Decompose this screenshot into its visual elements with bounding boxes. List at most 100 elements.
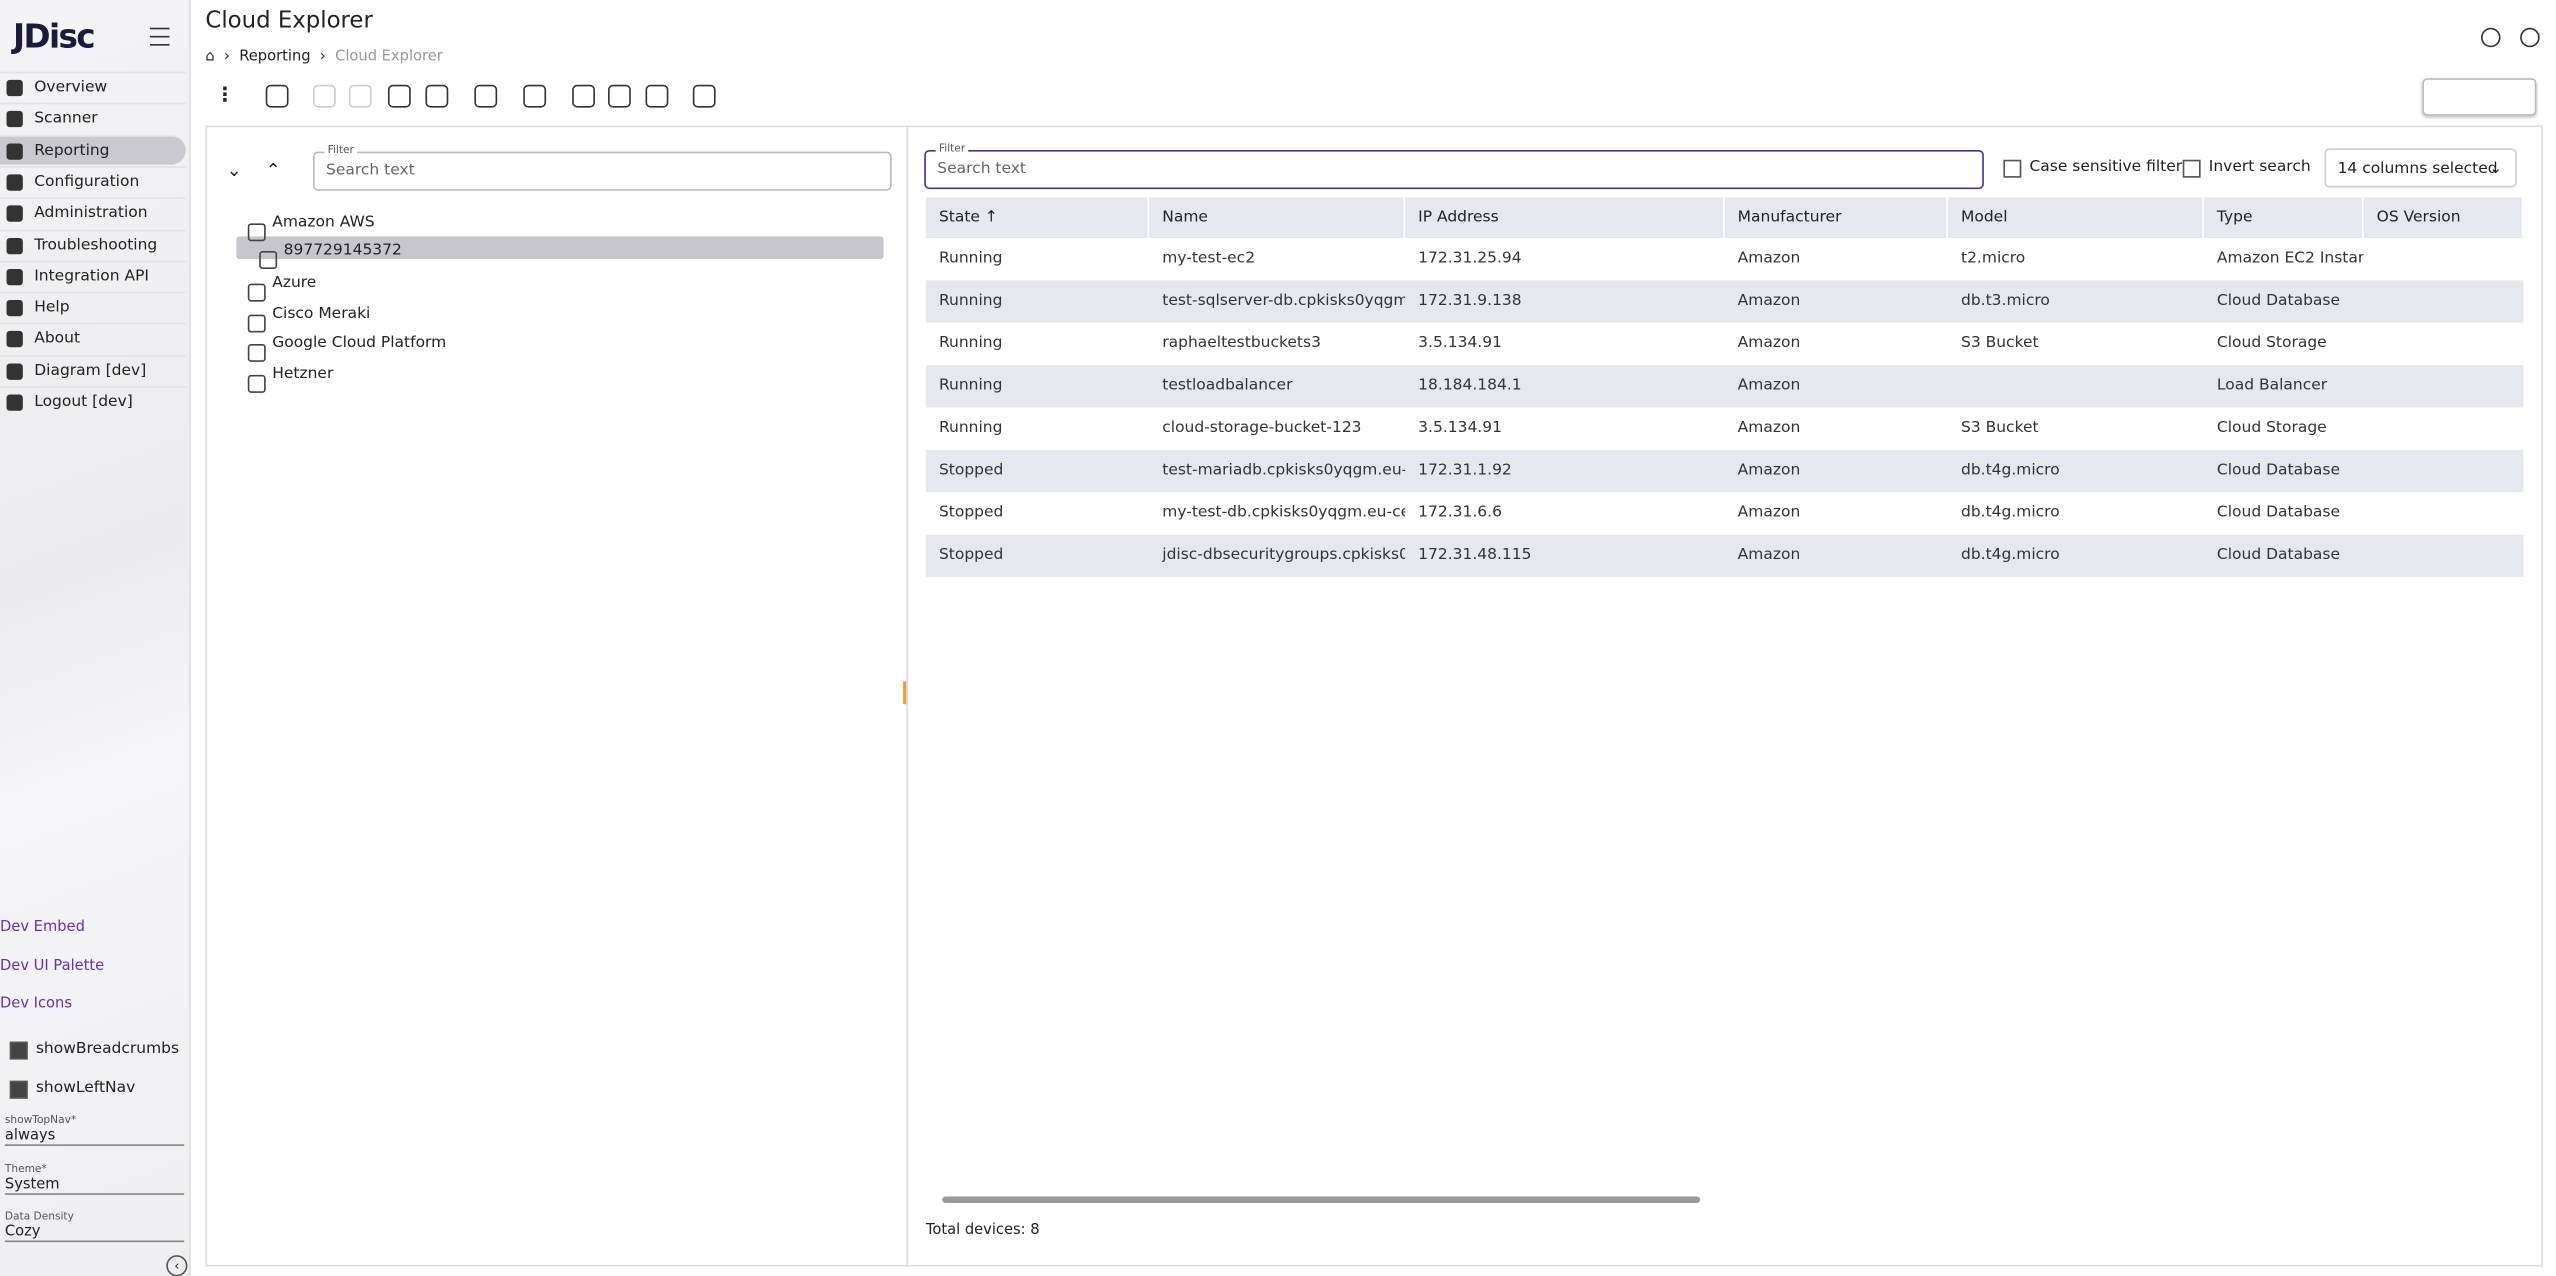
collapse-nav[interactable]: ‹	[166, 1255, 188, 1276]
table-cell: 172.31.6.6	[1418, 503, 1502, 522]
table-row[interactable]	[925, 534, 2524, 578]
setting-value[interactable]: Cozy	[4, 1224, 185, 1243]
collapse-all[interactable]: ⌃	[265, 159, 281, 181]
column-header[interactable]: Model	[1947, 197, 2204, 238]
tree-node[interactable]: Google Cloud Platform	[272, 334, 447, 353]
more-button[interactable]: ⋮	[215, 83, 235, 106]
table-cell: db.t4g.micro	[1961, 461, 2060, 480]
menu-button[interactable]	[149, 27, 170, 46]
checkbox[interactable]	[9, 1080, 28, 1099]
dev-link[interactable]: Dev Icons	[0, 995, 72, 1013]
toolbar-button[interactable]	[312, 84, 336, 108]
setting-value[interactable]: always	[4, 1128, 185, 1146]
columns-select[interactable]: 14 columns selected ⌄	[2324, 148, 2517, 188]
tree-node[interactable]: Amazon AWS	[272, 213, 375, 232]
nav-item[interactable]: About	[0, 323, 186, 352]
filter-placeholder: Search text	[937, 159, 1027, 178]
table-cell: db.t3.micro	[1961, 291, 2050, 310]
expand-all[interactable]: ⌄	[226, 159, 242, 181]
table-cell: Cloud Storage	[2216, 334, 2327, 353]
nav-item[interactable]: Troubleshooting	[0, 229, 186, 258]
toolbar-button[interactable]	[474, 84, 498, 108]
nav-item[interactable]: Administration	[0, 197, 186, 227]
column-header[interactable]: IP Address	[1405, 197, 1725, 238]
checkbox[interactable]	[2182, 159, 2201, 178]
nav-item[interactable]: Integration API	[0, 260, 186, 289]
table-cell: Cloud Database	[2216, 291, 2341, 310]
setting-value[interactable]: System	[4, 1176, 185, 1195]
table-cell: Cloud Database	[2216, 461, 2341, 480]
table-cell: Cloud Database	[2216, 503, 2341, 522]
toolbar-button[interactable]	[645, 84, 669, 108]
toolbar-button[interactable]	[572, 84, 595, 108]
table-row[interactable]	[925, 492, 2524, 535]
nav-icon	[6, 300, 23, 317]
toolbar-button[interactable]	[425, 84, 449, 108]
setting-label: showTopNav*	[4, 1113, 77, 1127]
tree-panel: ⌄ ⌃ Filter Search text Amazon AWS 8977291…	[205, 125, 910, 1267]
table-cell	[2364, 492, 2524, 534]
table-cell	[1948, 365, 2204, 407]
breadcrumb[interactable]: Reporting	[239, 48, 311, 66]
nav-icon	[6, 205, 23, 222]
dev-link[interactable]: Dev UI Palette	[0, 957, 105, 974]
table-row[interactable]	[925, 365, 2524, 408]
view-toggle[interactable]	[2422, 78, 2537, 116]
table-cell: Cloud Database	[2216, 546, 2341, 565]
scrollbar-thumb[interactable]	[942, 1196, 1701, 1204]
total-devices: Total devices: 8	[925, 1222, 1040, 1239]
toggle-label: showBreadcrumbs	[35, 1040, 180, 1058]
table-row[interactable]	[925, 407, 2524, 450]
nav-item[interactable]: Logout [dev]	[0, 386, 186, 415]
table-row[interactable]	[925, 280, 2524, 323]
checkbox-label: Case sensitive filter	[2029, 158, 2183, 177]
table-cell	[2364, 238, 2524, 280]
tree-node[interactable]: Hetzner	[272, 365, 334, 384]
toolbar-button[interactable]	[265, 84, 289, 108]
tree-filter[interactable]: Filter Search text	[312, 143, 892, 191]
tree-node[interactable]: Cisco Meraki	[272, 304, 371, 323]
toolbar-button[interactable]	[387, 84, 411, 108]
column-header[interactable]: Name	[1149, 197, 1406, 238]
sort-icon[interactable]: ↑	[979, 208, 998, 227]
table-row[interactable]	[925, 237, 2524, 281]
table-cell: Amazon	[1737, 503, 1801, 522]
table-cell: t2.micro	[1961, 249, 2026, 268]
toolbar-button[interactable]	[523, 84, 547, 108]
column-header[interactable]: State ↑	[925, 197, 1150, 238]
table-row[interactable]	[925, 322, 2524, 366]
table-cell: jdisc-dbsecuritygroups.cpkisks0y	[1162, 546, 1406, 565]
dev-link[interactable]: Dev Embed	[0, 919, 85, 936]
home-icon[interactable]: ⌂	[205, 48, 215, 66]
column-header[interactable]: Manufacturer	[1724, 197, 1948, 238]
tree-node[interactable]: 897729145372	[283, 241, 402, 260]
table-cell	[2364, 280, 2524, 322]
nav-item[interactable]: Reporting	[0, 134, 186, 164]
table-filter[interactable]: Filter Search text	[924, 141, 1984, 190]
nav-item[interactable]: Overview	[0, 71, 186, 101]
toolbar-button[interactable]	[348, 84, 372, 108]
scrollbar[interactable]	[926, 1192, 2523, 1208]
table-cell: Amazon	[1737, 461, 1801, 480]
table-cell: db.t4g.micro	[1961, 546, 2060, 565]
table-row[interactable]	[925, 449, 2524, 493]
table-cell: 172.31.48.115	[1418, 546, 1532, 565]
nav-item[interactable]: Diagram [dev]	[0, 354, 186, 384]
checkbox[interactable]	[9, 1041, 28, 1060]
nav-item[interactable]: Help	[0, 291, 186, 321]
toolbar-button[interactable]	[692, 84, 716, 108]
help-icon[interactable]	[2481, 27, 2501, 48]
column-header[interactable]: Type	[2203, 197, 2364, 238]
nav-item[interactable]: Configuration	[0, 166, 186, 195]
nav-item[interactable]: Scanner	[0, 103, 186, 132]
checkbox[interactable]	[2003, 159, 2022, 178]
table-cell: Amazon	[1737, 334, 1801, 353]
user-icon[interactable]	[2520, 27, 2540, 48]
splitter[interactable]	[903, 681, 908, 705]
column-header[interactable]: OS Version	[2363, 197, 2524, 238]
breadcrumb: Cloud Explorer	[335, 48, 443, 66]
nav-label: Troubleshooting	[34, 235, 158, 254]
tree-node[interactable]: Azure	[272, 273, 317, 292]
toolbar-button[interactable]	[608, 84, 631, 108]
